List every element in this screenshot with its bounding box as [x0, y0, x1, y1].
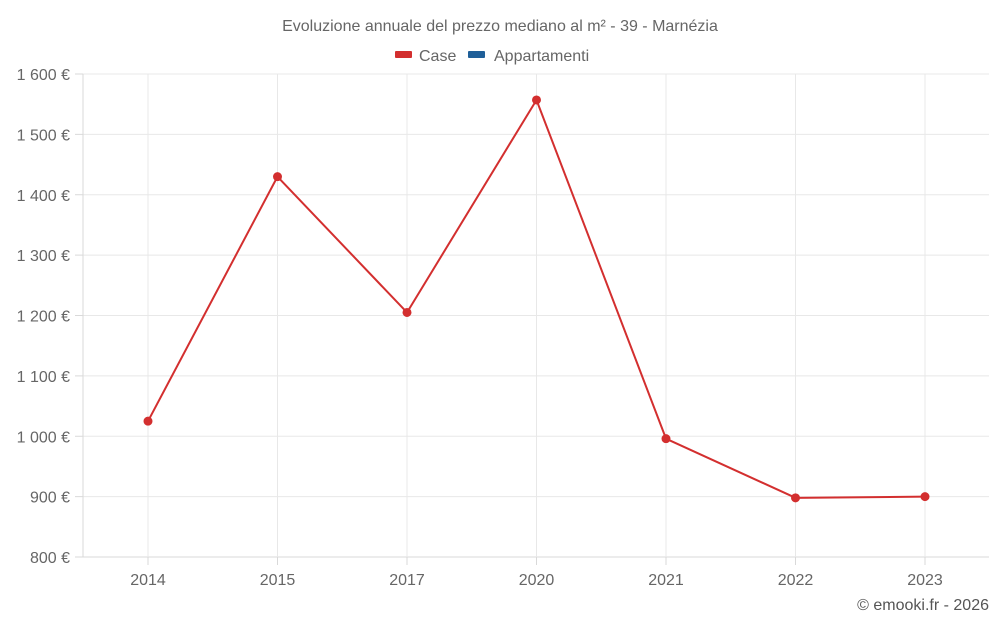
- y-tick-label: 900 €: [30, 490, 70, 507]
- legend-swatch-appartamenti: [468, 51, 485, 58]
- data-point[interactable]: [661, 434, 671, 444]
- x-tick-label: 2023: [907, 572, 943, 589]
- x-tick-label: 2021: [648, 572, 684, 589]
- x-tick-label: 2015: [260, 572, 296, 589]
- y-tick-label: 1 200 €: [17, 309, 70, 326]
- chart-series: [143, 95, 930, 503]
- chart-grid: [83, 73, 989, 558]
- chart-legend: Case Appartamenti: [395, 48, 589, 65]
- x-tick-label: 2017: [389, 572, 425, 589]
- legend-swatch-case: [395, 51, 412, 58]
- data-point[interactable]: [791, 493, 800, 503]
- legend-label-appartamenti: Appartamenti: [494, 48, 589, 65]
- y-tick-label: 1 400 €: [17, 188, 70, 205]
- data-point[interactable]: [143, 416, 153, 426]
- y-tick-label: 800 €: [30, 550, 70, 567]
- x-tick-label: 2022: [778, 572, 814, 589]
- y-tick-label: 1 300 €: [17, 248, 70, 265]
- y-tick-label: 1 600 €: [17, 67, 70, 84]
- data-point[interactable]: [402, 307, 412, 317]
- y-tick-label: 1 100 €: [17, 369, 70, 386]
- x-tick-label: 2020: [519, 572, 555, 589]
- data-point[interactable]: [532, 95, 541, 105]
- y-tick-label: 1 500 €: [17, 127, 70, 144]
- data-point[interactable]: [920, 492, 930, 502]
- legend-label-case: Case: [419, 48, 456, 65]
- chart-axes: 800 € 900 € 1 000 € 1 100 € 1 200 € 1 300 € 1 …: [17, 67, 943, 589]
- copyright-text: © emooki.fr - 2026: [857, 597, 989, 614]
- chart-title: Evoluzione annuale del prezzo mediano al…: [282, 18, 718, 35]
- data-point[interactable]: [273, 172, 282, 182]
- y-tick-label: 1 000 €: [17, 429, 70, 446]
- x-tick-label: 2014: [130, 572, 166, 589]
